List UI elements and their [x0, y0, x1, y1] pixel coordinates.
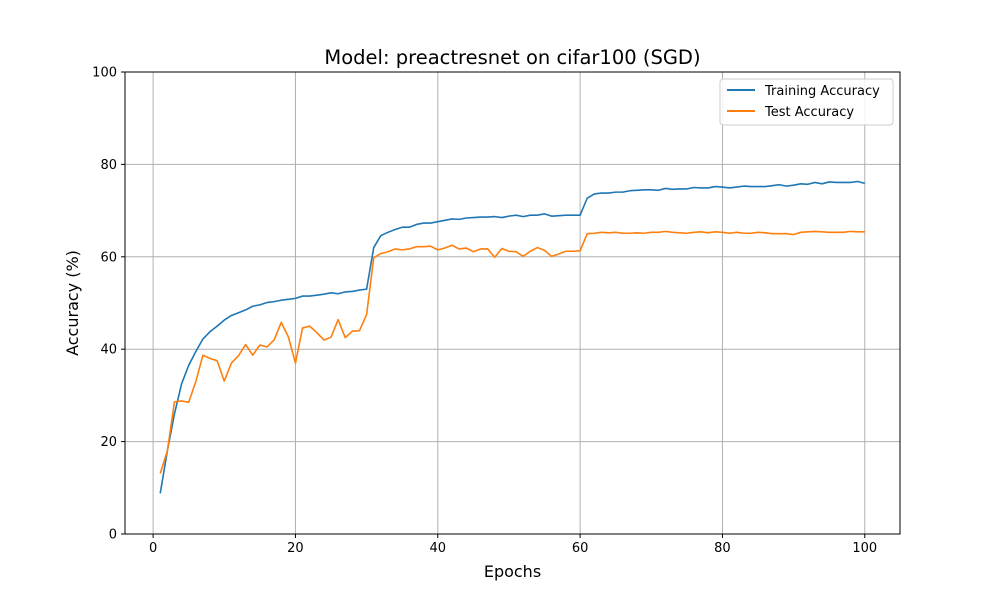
legend: Training Accuracy Test Accuracy — [719, 78, 894, 126]
x-tick-label: 0 — [149, 541, 157, 556]
plot-frame — [124, 71, 901, 535]
chart-title: Model: preactresnet on cifar100 (SGD) — [324, 46, 700, 69]
series-line-training-accuracy — [159, 180, 865, 494]
x-tick-label: 80 — [714, 541, 731, 556]
y-tick-label: 80 — [100, 158, 117, 173]
axis-ticks: 0 20 40 60 80 100 0 20 40 60 80 100 — [92, 66, 877, 557]
series-lines — [159, 180, 865, 494]
y-tick-label: 0 — [109, 528, 117, 543]
x-tick-label: 100 — [852, 541, 877, 556]
y-tick-label: 20 — [100, 435, 117, 450]
y-tick-label: 40 — [100, 343, 117, 358]
y-tick-label: 60 — [100, 250, 117, 265]
series-line-test-accuracy — [159, 230, 865, 474]
y-tick-label: 100 — [92, 66, 117, 81]
legend-label-training: Training Accuracy — [764, 84, 880, 99]
x-tick-label: 40 — [430, 541, 447, 556]
x-tick-label: 20 — [287, 541, 304, 556]
legend-label-test: Test Accuracy — [764, 105, 854, 120]
legend-box — [719, 78, 894, 126]
x-axis-label: Epochs — [484, 562, 541, 581]
y-axis-label: Accuracy (%) — [63, 250, 82, 356]
x-tick-label: 60 — [572, 541, 589, 556]
